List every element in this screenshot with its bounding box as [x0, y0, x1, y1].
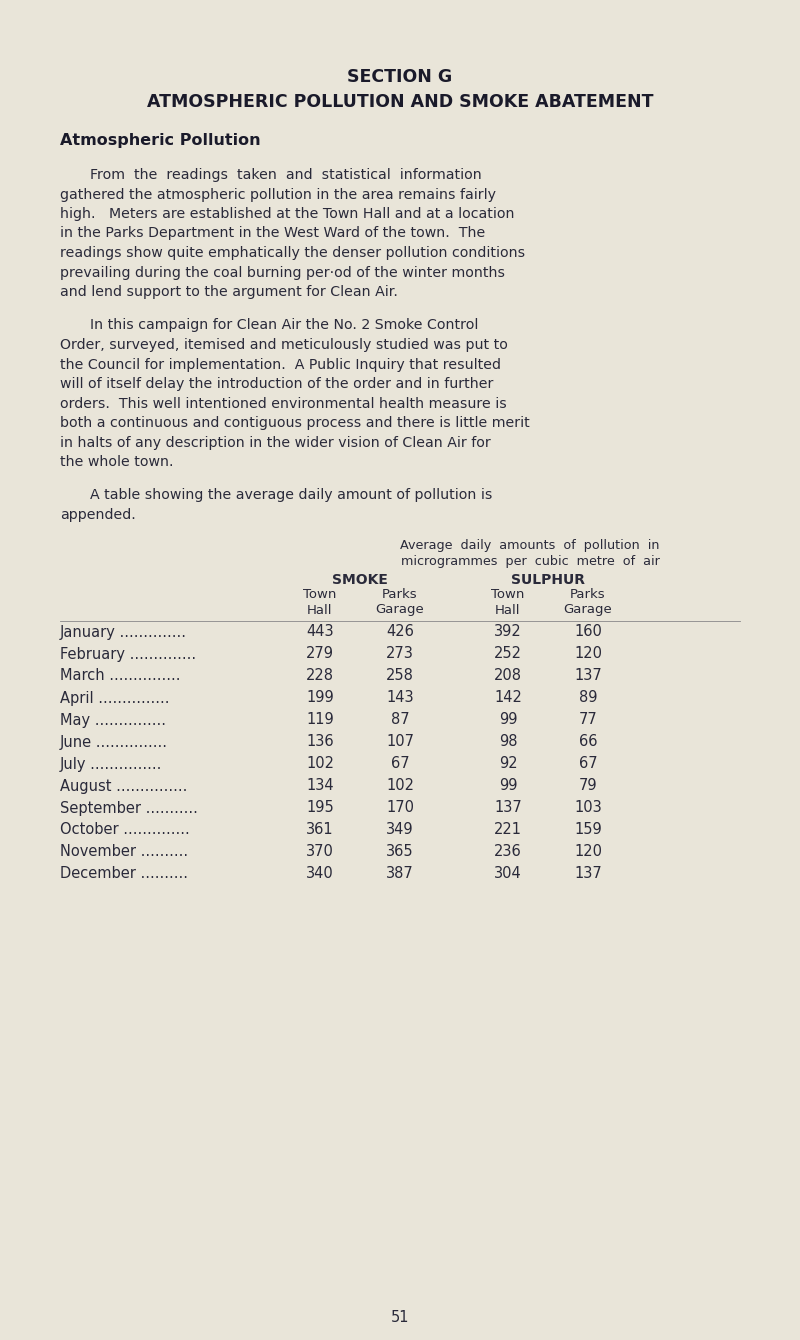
Text: 89: 89	[578, 690, 598, 705]
Text: 120: 120	[574, 844, 602, 859]
Text: SECTION G: SECTION G	[347, 68, 453, 86]
Text: readings show quite emphatically the denser pollution conditions: readings show quite emphatically the den…	[60, 247, 525, 260]
Text: 77: 77	[578, 713, 598, 728]
Text: 136: 136	[306, 734, 334, 749]
Text: August ...............: August ...............	[60, 779, 187, 793]
Text: Average  daily  amounts  of  pollution  in: Average daily amounts of pollution in	[400, 540, 660, 552]
Text: both a continuous and contiguous process and there is little merit: both a continuous and contiguous process…	[60, 415, 530, 430]
Text: 99: 99	[498, 713, 518, 728]
Text: in halts of any description in the wider vision of Clean Air for: in halts of any description in the wider…	[60, 436, 490, 449]
Text: 92: 92	[498, 757, 518, 772]
Text: Hall: Hall	[495, 603, 521, 616]
Text: 102: 102	[306, 757, 334, 772]
Text: July ...............: July ...............	[60, 757, 162, 772]
Text: From  the  readings  taken  and  statistical  information: From the readings taken and statistical …	[90, 168, 482, 182]
Text: 361: 361	[306, 823, 334, 838]
Text: September ...........: September ...........	[60, 800, 198, 816]
Text: 443: 443	[306, 624, 334, 639]
Text: 143: 143	[386, 690, 414, 705]
Text: 236: 236	[494, 844, 522, 859]
Text: SULPHUR: SULPHUR	[511, 572, 585, 587]
Text: 103: 103	[574, 800, 602, 816]
Text: 387: 387	[386, 867, 414, 882]
Text: December ..........: December ..........	[60, 867, 188, 882]
Text: November ..........: November ..........	[60, 844, 188, 859]
Text: orders.  This well intentioned environmental health measure is: orders. This well intentioned environmen…	[60, 397, 506, 410]
Text: In this campaign for Clean Air the No. 2 Smoke Control: In this campaign for Clean Air the No. 2…	[90, 319, 478, 332]
Text: and lend support to the argument for Clean Air.: and lend support to the argument for Cle…	[60, 285, 398, 299]
Text: gathered the atmospheric pollution in the area remains fairly: gathered the atmospheric pollution in th…	[60, 188, 496, 201]
Text: SMOKE: SMOKE	[332, 572, 388, 587]
Text: January ..............: January ..............	[60, 624, 187, 639]
Text: Parks: Parks	[570, 588, 606, 602]
Text: 87: 87	[390, 713, 410, 728]
Text: 159: 159	[574, 823, 602, 838]
Text: 120: 120	[574, 646, 602, 662]
Text: will of itself delay the introduction of the order and in further: will of itself delay the introduction of…	[60, 377, 494, 391]
Text: 221: 221	[494, 823, 522, 838]
Text: the whole town.: the whole town.	[60, 456, 174, 469]
Text: 208: 208	[494, 669, 522, 683]
Text: 170: 170	[386, 800, 414, 816]
Text: 79: 79	[578, 779, 598, 793]
Text: 67: 67	[578, 757, 598, 772]
Text: 273: 273	[386, 646, 414, 662]
Text: prevailing during the coal burning per·od of the winter months: prevailing during the coal burning per·o…	[60, 265, 505, 280]
Text: Town: Town	[491, 588, 525, 602]
Text: 195: 195	[306, 800, 334, 816]
Text: in the Parks Department in the West Ward of the town.  The: in the Parks Department in the West Ward…	[60, 226, 486, 240]
Text: 66: 66	[578, 734, 598, 749]
Text: 98: 98	[498, 734, 518, 749]
Text: 119: 119	[306, 713, 334, 728]
Text: 51: 51	[390, 1311, 410, 1325]
Text: 199: 199	[306, 690, 334, 705]
Text: Town: Town	[303, 588, 337, 602]
Text: 349: 349	[386, 823, 414, 838]
Text: Garage: Garage	[376, 603, 424, 616]
Text: Parks: Parks	[382, 588, 418, 602]
Text: 304: 304	[494, 867, 522, 882]
Text: the Council for implementation.  A Public Inquiry that resulted: the Council for implementation. A Public…	[60, 358, 501, 371]
Text: June ...............: June ...............	[60, 734, 168, 749]
Text: 370: 370	[306, 844, 334, 859]
Text: microgrammes  per  cubic  metre  of  air: microgrammes per cubic metre of air	[401, 556, 659, 568]
Text: 67: 67	[390, 757, 410, 772]
Text: 134: 134	[306, 779, 334, 793]
Text: February ..............: February ..............	[60, 646, 196, 662]
Text: 228: 228	[306, 669, 334, 683]
Text: 392: 392	[494, 624, 522, 639]
Text: Atmospheric Pollution: Atmospheric Pollution	[60, 133, 261, 147]
Text: 365: 365	[386, 844, 414, 859]
Text: Order, surveyed, itemised and meticulously studied was put to: Order, surveyed, itemised and meticulous…	[60, 338, 508, 352]
Text: 426: 426	[386, 624, 414, 639]
Text: Hall: Hall	[307, 603, 333, 616]
Text: high.   Meters are established at the Town Hall and at a location: high. Meters are established at the Town…	[60, 206, 514, 221]
Text: 258: 258	[386, 669, 414, 683]
Text: 107: 107	[386, 734, 414, 749]
Text: April ...............: April ...............	[60, 690, 170, 705]
Text: March ...............: March ...............	[60, 669, 181, 683]
Text: 137: 137	[494, 800, 522, 816]
Text: 102: 102	[386, 779, 414, 793]
Text: 252: 252	[494, 646, 522, 662]
Text: 160: 160	[574, 624, 602, 639]
Text: A table showing the average daily amount of pollution is: A table showing the average daily amount…	[90, 489, 492, 502]
Text: Garage: Garage	[564, 603, 612, 616]
Text: ATMOSPHERIC POLLUTION AND SMOKE ABATEMENT: ATMOSPHERIC POLLUTION AND SMOKE ABATEMEN…	[146, 92, 654, 111]
Text: appended.: appended.	[60, 508, 136, 523]
Text: 137: 137	[574, 867, 602, 882]
Text: 137: 137	[574, 669, 602, 683]
Text: 279: 279	[306, 646, 334, 662]
Text: 99: 99	[498, 779, 518, 793]
Text: May ...............: May ...............	[60, 713, 166, 728]
Text: 340: 340	[306, 867, 334, 882]
Text: 142: 142	[494, 690, 522, 705]
Text: October ..............: October ..............	[60, 823, 190, 838]
